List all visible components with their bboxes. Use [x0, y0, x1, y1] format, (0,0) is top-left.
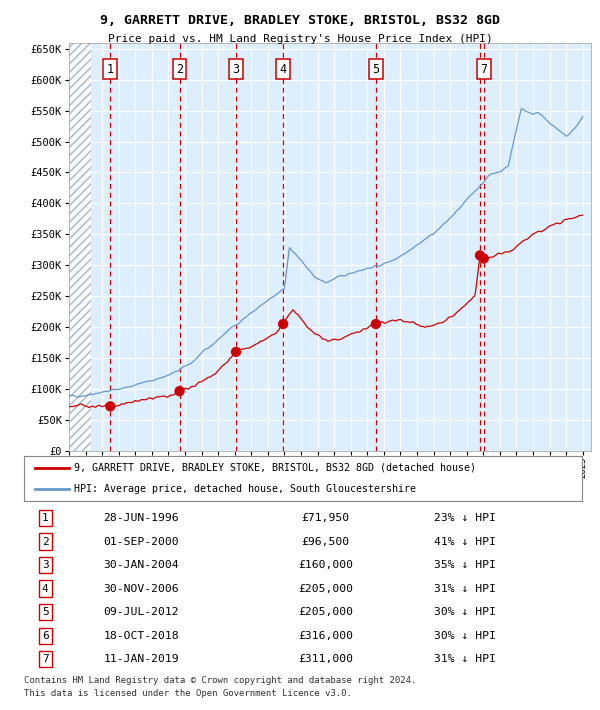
Text: 01-SEP-2000: 01-SEP-2000: [103, 537, 179, 547]
Text: £205,000: £205,000: [298, 584, 353, 594]
Text: 3: 3: [232, 62, 239, 76]
Text: 4: 4: [42, 584, 49, 594]
Text: 41% ↓ HPI: 41% ↓ HPI: [434, 537, 496, 547]
Text: 30% ↓ HPI: 30% ↓ HPI: [434, 607, 496, 617]
Text: 30-NOV-2006: 30-NOV-2006: [103, 584, 179, 594]
Text: This data is licensed under the Open Government Licence v3.0.: This data is licensed under the Open Gov…: [24, 689, 352, 698]
Text: £205,000: £205,000: [298, 607, 353, 617]
Text: 23% ↓ HPI: 23% ↓ HPI: [434, 513, 496, 523]
Text: £71,950: £71,950: [301, 513, 349, 523]
Text: 7: 7: [42, 654, 49, 664]
Point: [231, 346, 241, 358]
Text: 5: 5: [373, 62, 379, 76]
Text: Contains HM Land Registry data © Crown copyright and database right 2024.: Contains HM Land Registry data © Crown c…: [24, 676, 416, 685]
Text: 9, GARRETT DRIVE, BRADLEY STOKE, BRISTOL, BS32 8GD: 9, GARRETT DRIVE, BRADLEY STOKE, BRISTOL…: [100, 14, 500, 27]
Text: 31% ↓ HPI: 31% ↓ HPI: [434, 654, 496, 664]
Text: 28-JUN-1996: 28-JUN-1996: [103, 513, 179, 523]
Text: £160,000: £160,000: [298, 560, 353, 570]
Text: £96,500: £96,500: [301, 537, 349, 547]
Text: 11-JAN-2019: 11-JAN-2019: [103, 654, 179, 664]
Text: 30% ↓ HPI: 30% ↓ HPI: [434, 630, 496, 640]
Text: £311,000: £311,000: [298, 654, 353, 664]
Point: [175, 386, 184, 397]
Point: [479, 253, 488, 264]
Text: 3: 3: [42, 560, 49, 570]
Text: 30-JAN-2004: 30-JAN-2004: [103, 560, 179, 570]
Text: 09-JUL-2012: 09-JUL-2012: [103, 607, 179, 617]
Text: 1: 1: [107, 62, 114, 76]
Text: 31% ↓ HPI: 31% ↓ HPI: [434, 584, 496, 594]
Point: [371, 318, 381, 329]
Point: [475, 250, 485, 261]
Text: 2: 2: [176, 62, 183, 76]
Text: 7: 7: [480, 62, 487, 76]
Text: 2: 2: [42, 537, 49, 547]
Text: 18-OCT-2018: 18-OCT-2018: [103, 630, 179, 640]
Bar: [69, 43, 91, 451]
Text: 1: 1: [42, 513, 49, 523]
Point: [278, 318, 288, 329]
Text: 9, GARRETT DRIVE, BRADLEY STOKE, BRISTOL, BS32 8GD (detached house): 9, GARRETT DRIVE, BRADLEY STOKE, BRISTOL…: [74, 463, 476, 473]
Text: £316,000: £316,000: [298, 630, 353, 640]
Text: 4: 4: [280, 62, 287, 76]
Point: [106, 400, 115, 412]
Text: Price paid vs. HM Land Registry's House Price Index (HPI): Price paid vs. HM Land Registry's House …: [107, 34, 493, 44]
Text: 35% ↓ HPI: 35% ↓ HPI: [434, 560, 496, 570]
Text: 6: 6: [42, 630, 49, 640]
Text: HPI: Average price, detached house, South Gloucestershire: HPI: Average price, detached house, Sout…: [74, 484, 416, 494]
Text: 5: 5: [42, 607, 49, 617]
